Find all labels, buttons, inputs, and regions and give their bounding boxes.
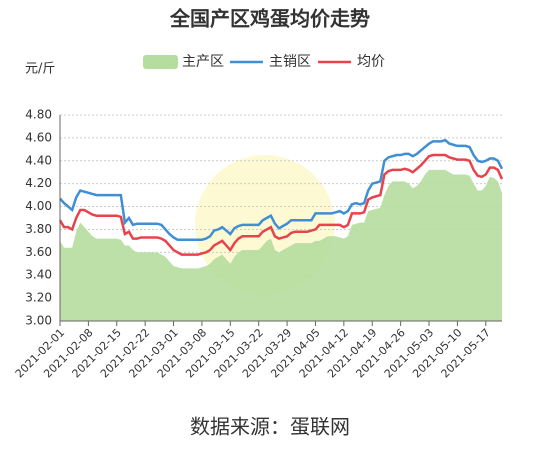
y-tick-label: 3.20 — [25, 291, 52, 305]
legend-label: 均价 — [357, 54, 385, 70]
y-tick-label: 3.80 — [25, 222, 52, 236]
y-tick-label: 4.60 — [25, 130, 52, 144]
y-tick-label: 3.60 — [25, 245, 52, 259]
y-tick-label: 4.80 — [25, 108, 52, 122]
legend-label: 主产区 — [182, 54, 224, 70]
legend: 主产区 主销区 均价 — [143, 54, 385, 70]
y-tick-label: 4.00 — [25, 199, 52, 213]
chart-title: 全国产区鸡蛋均价走势 — [169, 7, 370, 31]
y-tick-label: 3.00 — [25, 314, 52, 328]
y-tick-label: 3.40 — [25, 268, 52, 282]
legend-label: 主销区 — [269, 54, 311, 70]
line — [58, 153, 504, 256]
y-axis-label: 元/斤 — [25, 62, 55, 77]
area — [60, 169, 502, 321]
y-tick-label: 4.40 — [25, 153, 52, 167]
source-note: 数据来源：蛋联网 — [190, 415, 350, 439]
legend-swatch — [143, 55, 178, 69]
y-tick-label: 4.20 — [25, 176, 52, 190]
line — [59, 138, 504, 241]
